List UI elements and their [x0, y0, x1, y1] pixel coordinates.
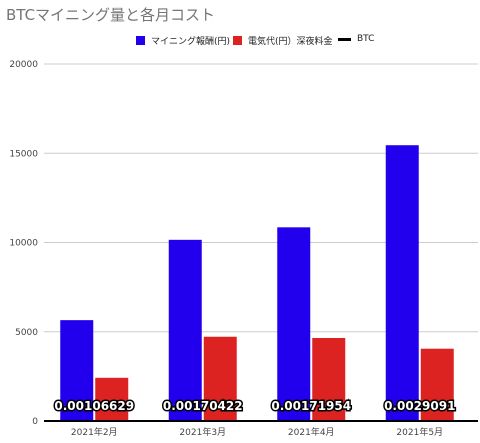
- legend-swatch-black: [338, 37, 351, 41]
- y-tick-label: 5000: [15, 328, 38, 338]
- bar-electricity: [203, 336, 237, 421]
- bar-mining-reward: [385, 145, 419, 421]
- btc-data-label: 0.00170422: [163, 399, 243, 413]
- chart-legend: マイニング報酬(円) 電気代(円）深夜料金 BTC: [0, 34, 480, 48]
- bar-electricity: [312, 337, 346, 421]
- x-tick-label: 2021年3月: [179, 426, 226, 438]
- bar-mining-reward: [277, 227, 311, 421]
- legend-label-btc: BTC: [357, 34, 375, 44]
- legend-swatch-blue: [136, 36, 145, 45]
- bar-mining-reward: [60, 320, 94, 421]
- legend-swatch-red: [233, 36, 242, 45]
- btc-data-label: 0.00171954: [271, 399, 351, 413]
- legend-item-btc: BTC: [338, 34, 374, 44]
- legend-label-electricity: 電気代(円）深夜料金: [248, 37, 333, 47]
- btc-data-label: 0.00106629: [54, 399, 134, 413]
- bar-electricity: [95, 377, 129, 421]
- bar-mining-reward: [168, 239, 202, 421]
- x-tick-label: 2021年4月: [288, 426, 335, 438]
- chart-title: BTCマイニング量と各月コスト: [6, 6, 216, 24]
- x-tick-label: 2021年2月: [71, 426, 118, 438]
- btc-data-label: 0.0029091: [384, 399, 455, 413]
- legend-item-electricity: 電気代(円）深夜料金: [233, 34, 333, 47]
- y-tick-label: 10000: [9, 239, 38, 249]
- legend-label-mining-reward: マイニング報酬(円): [151, 37, 231, 47]
- y-tick-label: 0: [32, 417, 38, 427]
- y-tick-label: 15000: [9, 149, 38, 159]
- bar-electricity: [420, 348, 454, 421]
- y-tick-label: 20000: [9, 60, 38, 70]
- legend-item-mining-reward: マイニング報酬(円): [136, 34, 230, 47]
- x-tick-label: 2021年5月: [396, 426, 443, 438]
